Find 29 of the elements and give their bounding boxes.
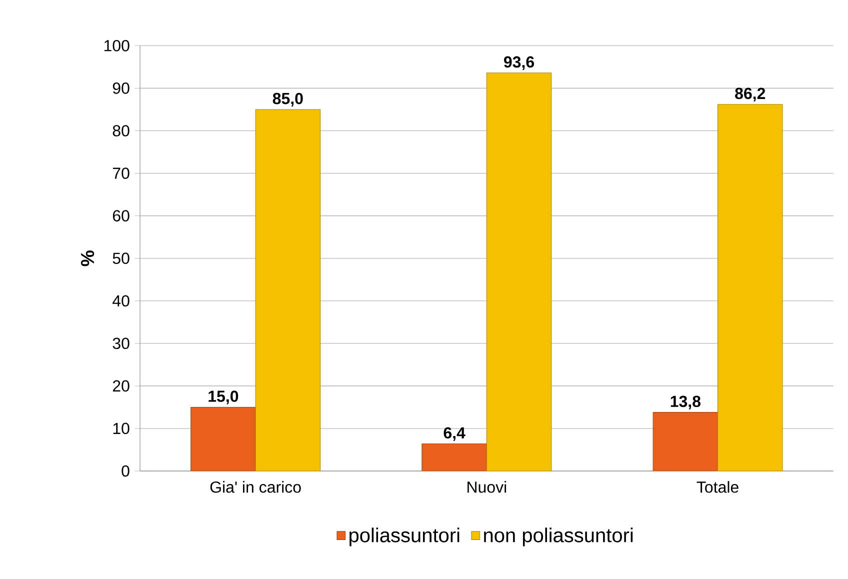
x-tick-label: Gia' in carico xyxy=(210,481,301,493)
y-tick-label: 90 xyxy=(112,82,130,94)
y-tick-label: 100 xyxy=(104,40,130,52)
data-label: 93,6 xyxy=(504,56,534,70)
bar xyxy=(190,406,256,471)
data-label: 13,8 xyxy=(670,396,701,410)
y-tick-label: 30 xyxy=(112,338,130,350)
y-tick-label: 40 xyxy=(112,295,130,307)
y-axis-title: % xyxy=(80,250,94,266)
y-tick-label: 70 xyxy=(112,168,130,179)
y-tick-label: 80 xyxy=(112,125,130,136)
data-label: 6,4 xyxy=(444,427,466,441)
bar xyxy=(255,109,321,471)
data-label: 86,2 xyxy=(735,88,766,102)
x-tick-label: Totale xyxy=(696,481,738,493)
y-tick-label: 10 xyxy=(113,422,130,434)
y-tick-label: 60 xyxy=(112,210,130,222)
bar xyxy=(486,72,552,471)
legend-label: non poliassuntori xyxy=(484,528,633,546)
data-label: 15,0 xyxy=(208,390,238,404)
bar xyxy=(422,444,487,471)
legend-label: poliassuntori xyxy=(350,528,460,546)
bar xyxy=(652,412,718,471)
y-tick-label: 50 xyxy=(112,252,130,264)
x-tick-label: Nuovi xyxy=(468,481,506,493)
bar xyxy=(718,104,783,471)
y-tick-label: 0 xyxy=(122,465,130,477)
y-tick-label: 20 xyxy=(112,380,130,392)
data-label: 85,0 xyxy=(272,92,303,107)
